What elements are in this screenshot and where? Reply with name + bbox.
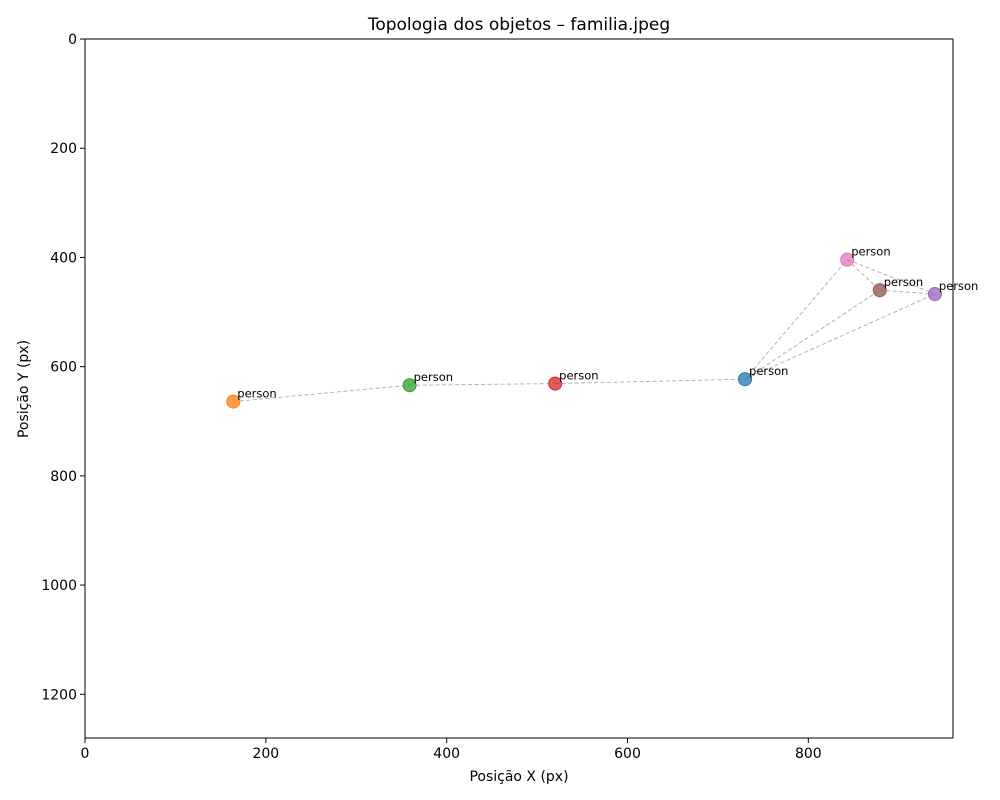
edges-layer [233,259,936,403]
edge-line [744,293,936,380]
point-label: person [749,364,788,378]
chart-title: Topologia dos objetos – familia.jpeg [367,15,670,35]
y-tick-label: 0 [68,32,77,48]
edge-line [409,383,556,386]
y-axis-label: Posição Y (px) [16,340,32,438]
edge-line [879,289,935,295]
point-label: person [851,245,890,259]
y-tick-label: 600 [50,360,77,376]
x-tick-label: 600 [614,746,641,762]
points-layer [226,252,942,409]
y-tick-label: 1000 [41,578,77,594]
edge-line [847,259,936,295]
x-tick-label: 400 [433,746,460,762]
point-label: person [884,275,923,289]
data-point [548,376,563,391]
x-tick-label: 200 [252,746,279,762]
y-axis-ticks: 0 200 400 600 800 1000 1200 [41,32,85,703]
data-point [840,252,855,267]
edge-line [744,289,881,380]
data-point [738,372,753,387]
plot-frame [84,38,954,739]
data-point [872,283,887,298]
x-tick-label: 0 [81,746,90,762]
x-axis-label: Posição X (px) [469,769,568,785]
point-label: person [414,370,453,384]
x-axis-ticks: 0 200 400 600 800 [81,738,822,762]
point-label: person [237,387,276,401]
edge-line [233,384,410,403]
y-tick-label: 1200 [41,687,77,703]
data-point [402,378,417,393]
y-tick-label: 400 [50,250,77,266]
data-point [226,394,241,409]
point-label: person [559,369,598,383]
edge-line [846,259,881,291]
x-tick-label: 800 [795,746,822,762]
point-label: person [939,279,978,293]
edge-line [744,259,848,380]
y-tick-label: 200 [50,141,77,157]
y-tick-label: 800 [50,469,77,485]
point-labels-layer: person person person person person person pers… [237,245,978,401]
edge-line [555,378,746,385]
data-point [927,287,942,302]
